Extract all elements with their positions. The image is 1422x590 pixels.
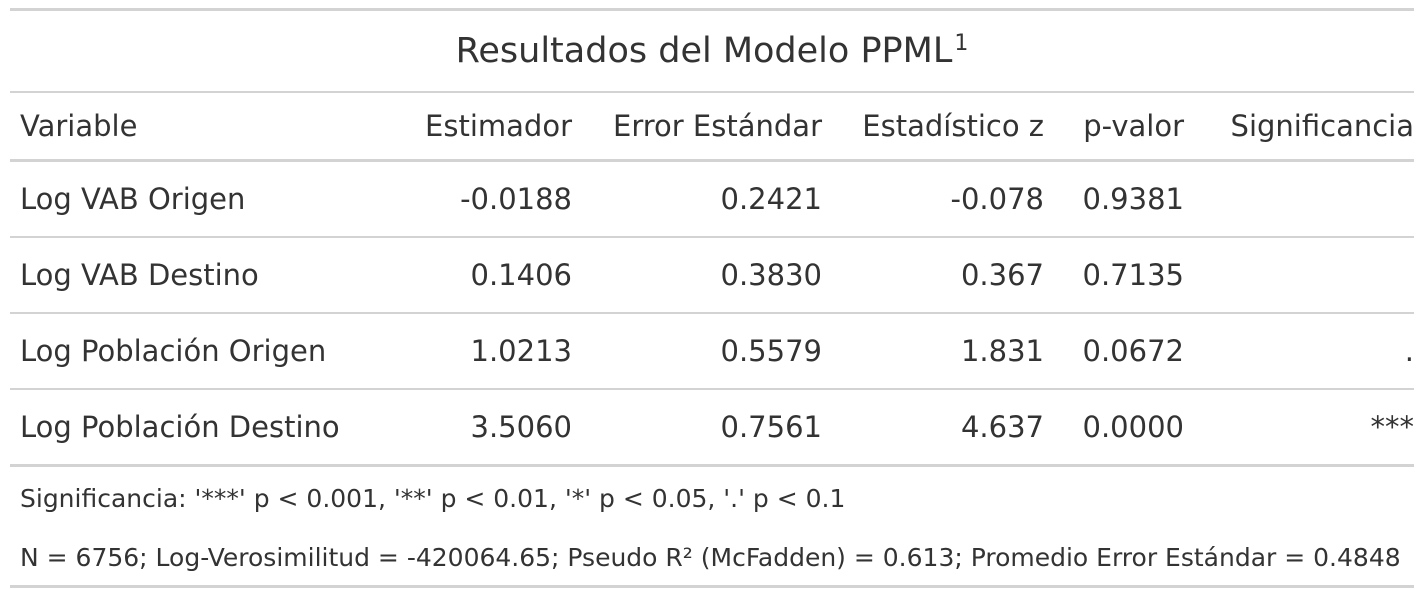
cell-z: 0.367 [960, 258, 1044, 292]
cell-error: 0.7561 [720, 410, 822, 444]
cell-variable: Log VAB Destino [20, 258, 259, 292]
cell-z: 4.637 [960, 410, 1044, 444]
cell-p: 0.0672 [1082, 334, 1184, 368]
table-row: Log VAB Origen -0.0188 0.2421 -0.078 0.9… [10, 162, 1414, 238]
header-variable: Variable [20, 109, 138, 143]
cell-estimador: 3.5060 [470, 410, 572, 444]
cell-estimador: 0.1406 [470, 258, 572, 292]
cell-z: 1.831 [960, 334, 1044, 368]
cell-error: 0.2421 [720, 182, 822, 216]
cell-estimador: -0.0188 [460, 182, 572, 216]
title-rule [10, 91, 1414, 93]
cell-estimador: 1.0213 [470, 334, 572, 368]
cell-sig: *** [1370, 410, 1415, 444]
cell-p: 0.0000 [1082, 410, 1184, 444]
header-estimador: Estimador [425, 109, 572, 143]
cell-variable: Log Población Origen [20, 334, 327, 368]
bottom-rule [10, 585, 1414, 588]
title-footnote-mark: 1 [954, 30, 969, 56]
header-error-estandar: Error Estándar [613, 109, 822, 143]
cell-sig: . [1404, 334, 1414, 368]
top-rule [10, 8, 1414, 11]
footnote-significance: Significancia: '***' p < 0.001, '**' p <… [20, 483, 846, 513]
table-header-row: Variable Estimador Error Estándar Estadí… [10, 93, 1414, 162]
cell-p: 0.7135 [1082, 258, 1184, 292]
table-title-text: Resultados del Modelo PPML [455, 31, 953, 71]
cell-p: 0.9381 [1082, 182, 1184, 216]
table-row: Log VAB Destino 0.1406 0.3830 0.367 0.71… [10, 238, 1414, 314]
table-footnotes: Significancia: '***' p < 0.001, '**' p <… [10, 467, 1414, 585]
cell-error: 0.5579 [720, 334, 822, 368]
footnote-model-stats: N = 6756; Log-Verosimilitud = -420064.65… [20, 542, 1401, 572]
cell-variable: Log Población Destino [20, 410, 340, 444]
header-estadistico-z: Estadístico z [862, 109, 1044, 143]
table-row: Log Población Destino 3.5060 0.7561 4.63… [10, 390, 1414, 467]
cell-variable: Log VAB Origen [20, 182, 246, 216]
header-significancia: Significancia [1230, 109, 1414, 143]
cell-z: -0.078 [950, 182, 1045, 216]
cell-error: 0.3830 [720, 258, 822, 292]
table-row: Log Población Origen 1.0213 0.5579 1.831… [10, 314, 1414, 390]
results-table: Resultados del Modelo PPML 1 Variable Est… [10, 8, 1414, 588]
table-title: Resultados del Modelo PPML 1 [10, 11, 1414, 91]
header-p-valor: p-valor [1083, 109, 1184, 143]
